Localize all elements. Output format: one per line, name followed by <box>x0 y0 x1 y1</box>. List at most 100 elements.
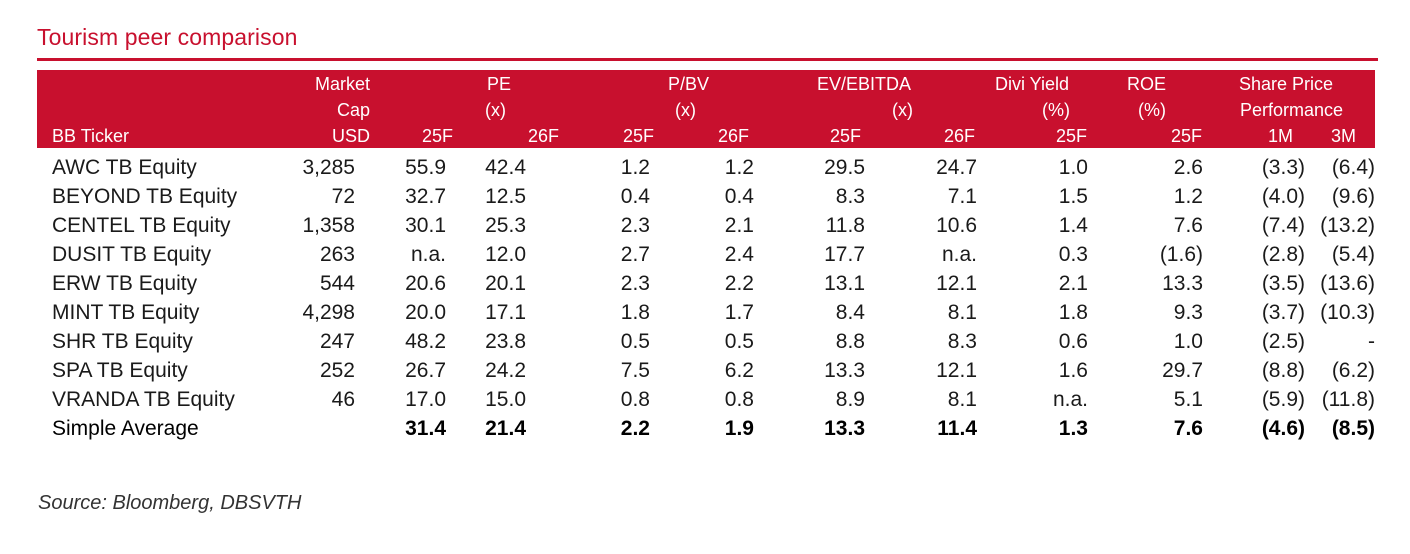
header-evebitda-unit: (x) <box>892 100 913 120</box>
header-pbv-26f: 26F <box>717 126 749 146</box>
pe-25f-cell: 48.2 <box>405 330 446 353</box>
roe-25f-cell: 2.6 <box>1173 156 1203 179</box>
peer-comparison-table: Market PE P/BV EV/EBITDA Divi Yield ROE … <box>37 70 1375 443</box>
pe-26f-cell: 25.3 <box>485 214 526 237</box>
pbv-26f-cell: 2.2 <box>724 272 754 295</box>
sp-3m-cell: (5.4) <box>1331 243 1375 266</box>
header-roe-unit: (%) <box>1138 100 1166 120</box>
mcap-cell: 544 <box>319 272 355 295</box>
source-note: Source: Bloomberg, DBSVTH <box>38 492 302 514</box>
header-roe-25f: 25F <box>1170 126 1202 146</box>
ev-26f-cell: 8.1 <box>947 388 977 411</box>
ev-26f-cell: 8.3 <box>947 330 977 353</box>
pe-25f-cell: 26.7 <box>405 359 446 382</box>
ev-26f-cell: 12.1 <box>936 272 977 295</box>
pe-25f-cell: 55.9 <box>405 156 446 179</box>
mcap-cell: 252 <box>319 359 355 382</box>
sp-1m-cell: (3.5) <box>1261 272 1305 295</box>
pe-26f-cell: 42.4 <box>485 156 526 179</box>
div-25f-cell: 0.6 <box>1058 330 1088 353</box>
div-25f-cell: 1.4 <box>1058 214 1088 237</box>
table-row: VRANDA TB Equity 46 17.0 15.0 0.8 0.8 8.… <box>37 385 1375 414</box>
div-25f-cell: 1.0 <box>1058 156 1088 179</box>
header-evebitda-line1: EV/EBITDA <box>816 74 911 94</box>
pe-26f-cell: 17.1 <box>485 301 526 324</box>
table-row: SPA TB Equity 252 26.7 24.2 7.5 6.2 13.3… <box>37 356 1375 385</box>
header-roe-line1: ROE <box>1126 74 1166 94</box>
header-divyield-unit: (%) <box>1042 100 1070 120</box>
ev-26f-cell: 12.1 <box>936 359 977 382</box>
pbv-26f-cell: 2.1 <box>724 214 754 237</box>
mcap-cell: 4,298 <box>302 301 355 324</box>
pe-25f-cell: 30.1 <box>405 214 446 237</box>
ticker-cell: DUSIT TB Equity <box>52 243 212 266</box>
ev-25f-cell: 17.7 <box>824 243 865 266</box>
ticker-cell: MINT TB Equity <box>52 301 200 324</box>
div-25f-cell: 1.5 <box>1058 185 1088 208</box>
ev-25f-cell: 13.3 <box>824 359 865 382</box>
sp-3m-cell: (8.5) <box>1331 417 1375 440</box>
pe-25f-cell: n.a. <box>410 243 446 266</box>
div-25f-cell: 1.8 <box>1058 301 1088 324</box>
ev-25f-cell: 11.8 <box>825 214 865 237</box>
sp-1m-cell: (7.4) <box>1261 214 1305 237</box>
pbv-25f-cell: 1.2 <box>620 156 650 179</box>
sp-3m-cell: - <box>1368 330 1375 353</box>
ev-26f-cell: 8.1 <box>947 301 977 324</box>
div-25f-cell: 1.6 <box>1058 359 1088 382</box>
table-row: MINT TB Equity 4,298 20.0 17.1 1.8 1.7 8… <box>37 298 1375 327</box>
ticker-cell: VRANDA TB Equity <box>52 388 235 411</box>
ev-26f-cell: 10.6 <box>936 214 977 237</box>
header-pe-line1: PE <box>486 74 511 94</box>
header-sp-3m: 3M <box>1330 126 1356 146</box>
table-row: SHR TB Equity 247 48.2 23.8 0.5 0.5 8.8 … <box>37 327 1375 356</box>
pbv-25f-cell: 0.4 <box>620 185 650 208</box>
header-pe-unit: (x) <box>485 100 506 120</box>
pbv-25f-cell: 7.5 <box>620 359 650 382</box>
pbv-25f-cell: 0.5 <box>620 330 650 353</box>
ev-26f-cell: 7.1 <box>947 185 977 208</box>
roe-25f-cell: 1.0 <box>1173 330 1203 353</box>
pbv-26f-cell: 0.8 <box>724 388 754 411</box>
table-row: BEYOND TB Equity 72 32.7 12.5 0.4 0.4 8.… <box>37 182 1375 211</box>
ev-25f-cell: 13.3 <box>824 417 865 440</box>
pe-26f-cell: 21.4 <box>485 417 526 440</box>
header-div-25f: 25F <box>1055 126 1087 146</box>
roe-25f-cell: 1.2 <box>1173 185 1203 208</box>
roe-25f-cell: 7.6 <box>1173 417 1203 440</box>
sp-3m-cell: (10.3) <box>1320 301 1375 324</box>
header-sp-1m: 1M <box>1267 126 1293 146</box>
mcap-cell: 3,285 <box>302 156 355 179</box>
table-title: Tourism peer comparison <box>37 24 298 50</box>
pe-26f-cell: 15.0 <box>485 388 526 411</box>
ev-25f-cell: 8.4 <box>835 301 865 324</box>
header-divyield-line1: Divi Yield <box>994 74 1069 94</box>
ticker-cell: CENTEL TB Equity <box>52 214 231 237</box>
div-25f-cell: 2.1 <box>1058 272 1088 295</box>
pe-25f-cell: 20.0 <box>405 301 446 324</box>
pe-26f-cell: 23.8 <box>485 330 526 353</box>
roe-25f-cell: 5.1 <box>1173 388 1203 411</box>
header-mcap-line1: Market <box>314 74 370 94</box>
ticker-cell: SHR TB Equity <box>52 330 193 353</box>
header-mcap-line2: Cap <box>336 100 370 120</box>
div-25f-cell: 0.3 <box>1058 243 1088 266</box>
simple-average-row: Simple Average 31.4 21.4 2.2 1.9 13.3 11… <box>37 414 1375 443</box>
roe-25f-cell: (1.6) <box>1159 243 1203 266</box>
header-pbv-unit: (x) <box>675 100 696 120</box>
mcap-cell: 247 <box>319 330 355 353</box>
header-shareprice-line1: Share Price <box>1238 74 1333 94</box>
pe-26f-cell: 20.1 <box>485 272 526 295</box>
div-25f-cell: n.a. <box>1052 388 1088 411</box>
pbv-26f-cell: 2.4 <box>724 243 754 266</box>
sp-1m-cell: (2.5) <box>1261 330 1305 353</box>
pbv-25f-cell: 2.3 <box>620 214 650 237</box>
sp-1m-cell: (8.8) <box>1261 359 1305 382</box>
sp-3m-cell: (11.8) <box>1321 388 1375 411</box>
pbv-26f-cell: 1.9 <box>724 417 754 440</box>
pbv-25f-cell: 0.8 <box>620 388 650 411</box>
pe-26f-cell: 12.0 <box>485 243 526 266</box>
header-pbv-line1: P/BV <box>667 74 709 94</box>
roe-25f-cell: 9.3 <box>1173 301 1203 324</box>
mcap-cell: 1,358 <box>302 214 355 237</box>
